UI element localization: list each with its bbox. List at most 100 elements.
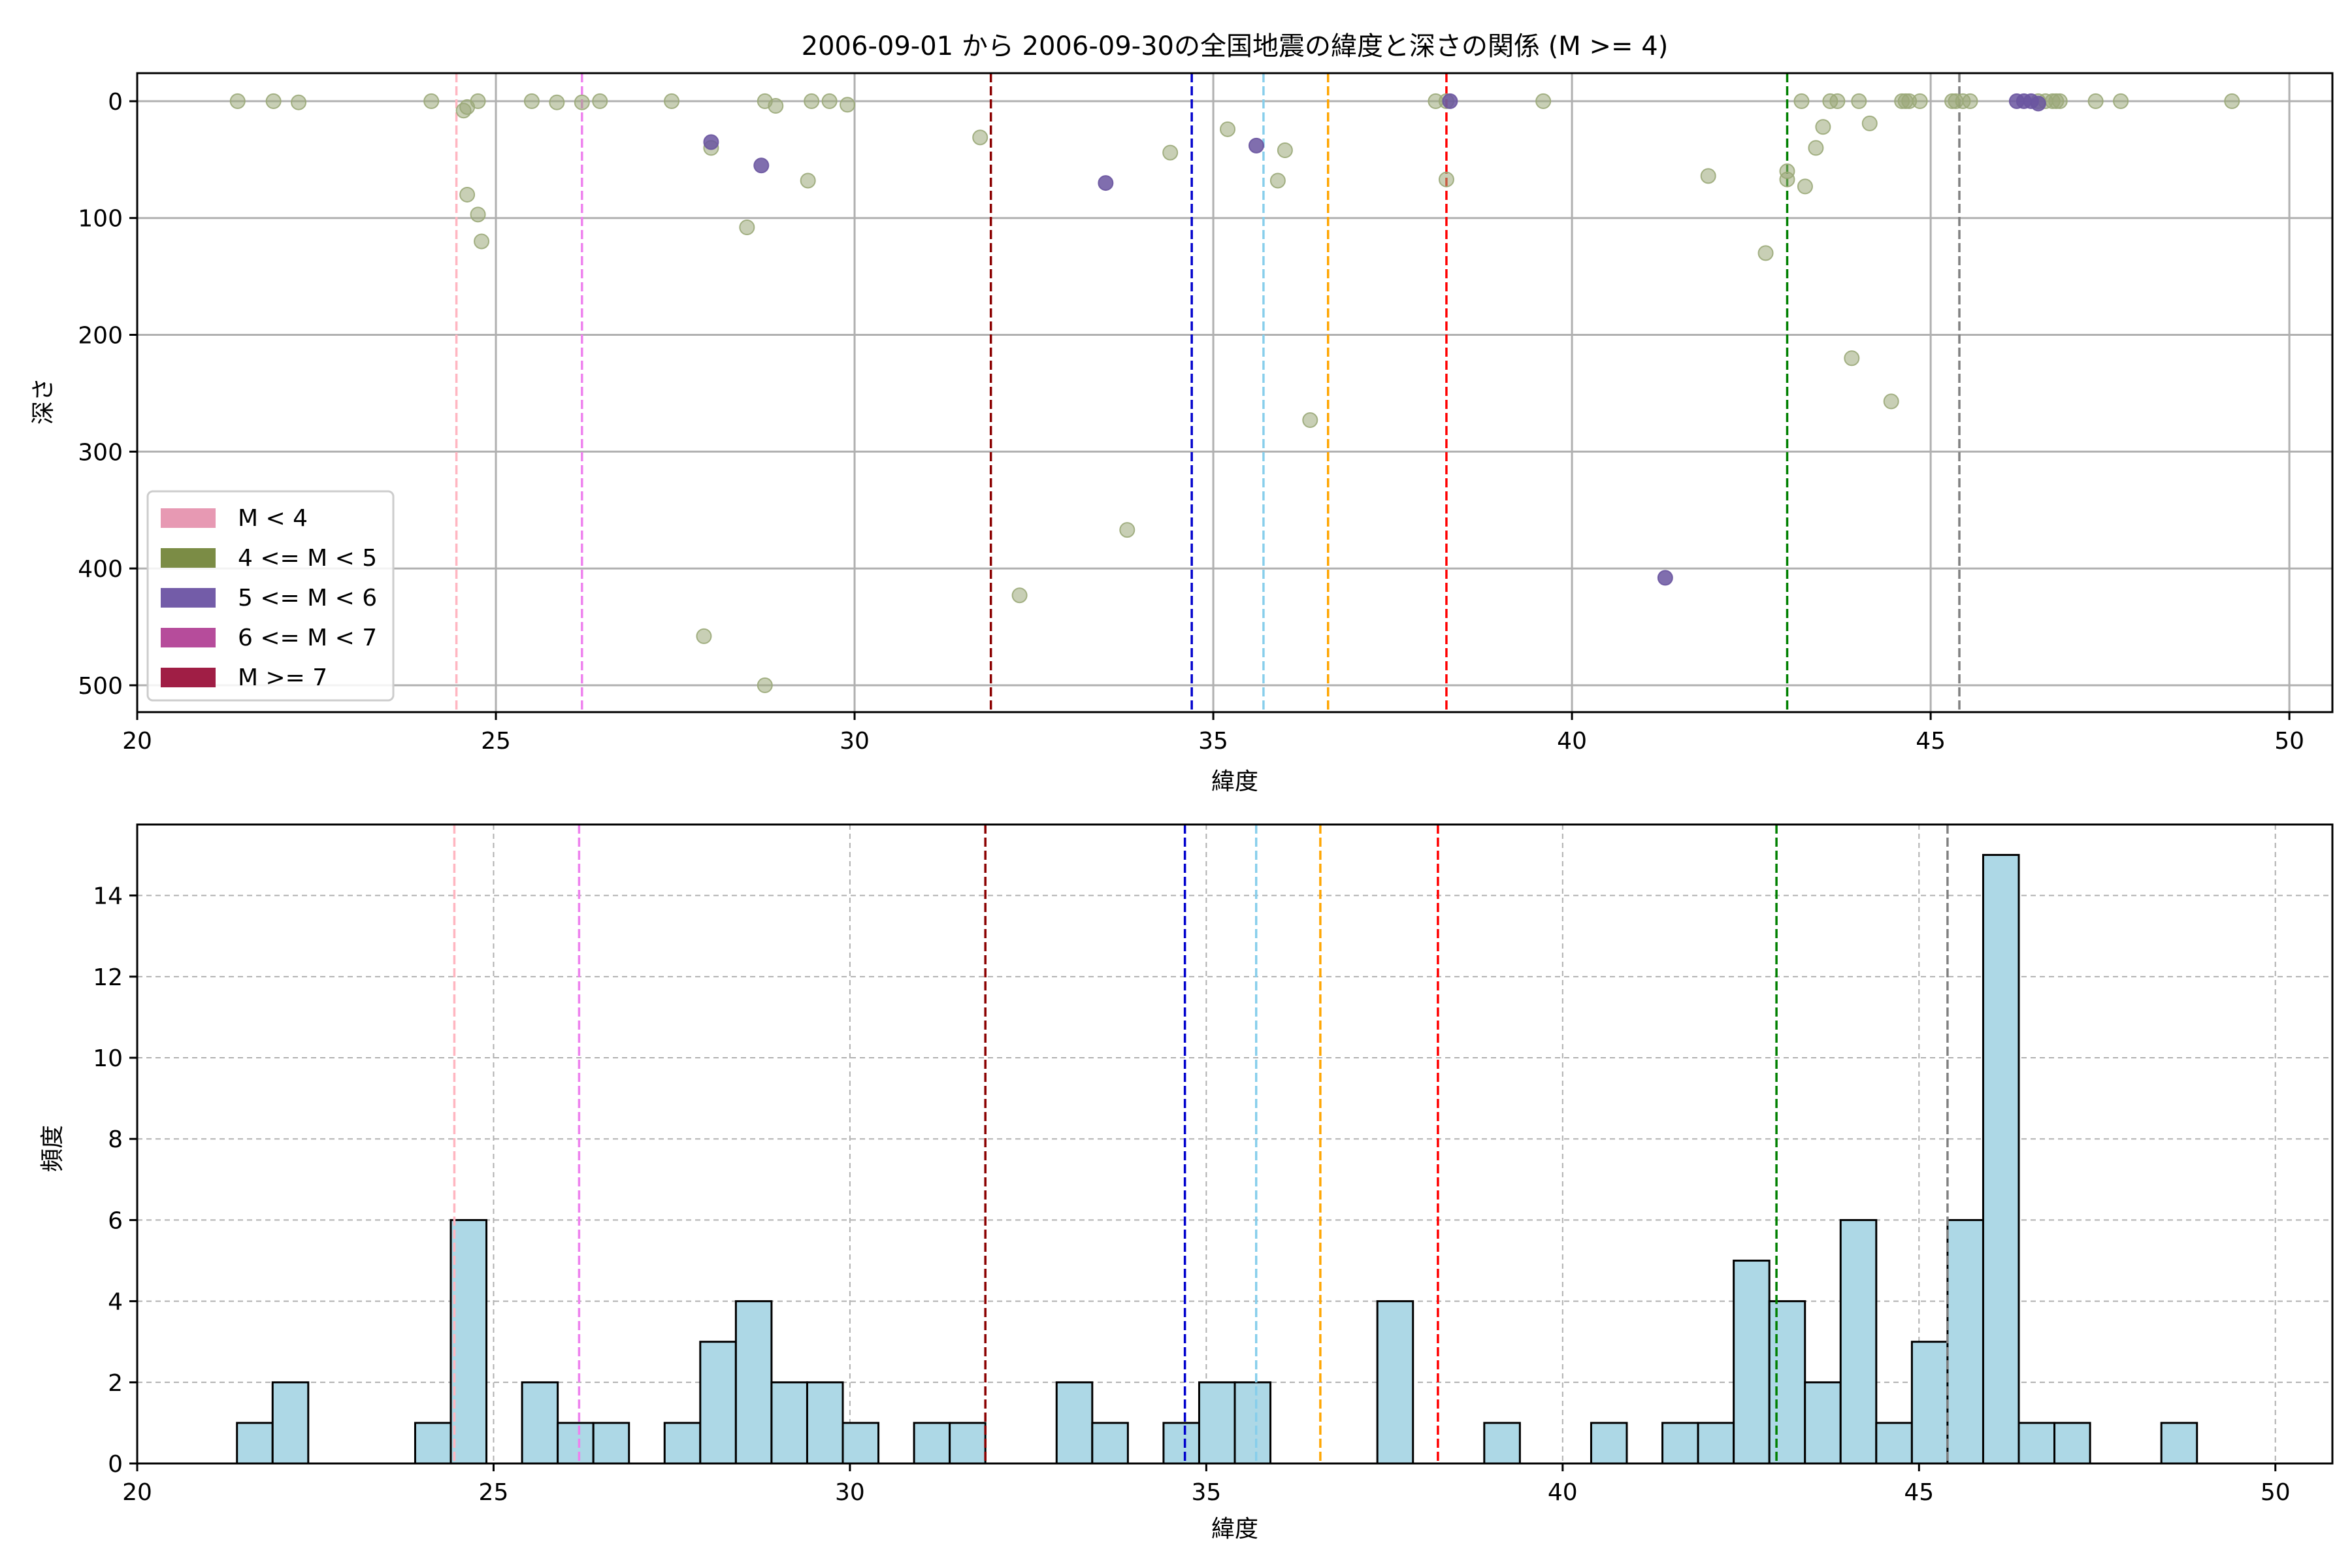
scatter-x-tick-label: 50 — [2274, 728, 2304, 755]
histogram-bar — [2017, 1422, 2056, 1465]
scatter-point — [1535, 93, 1552, 109]
scatter-point — [1808, 140, 1824, 156]
scatter-y-tick-label: 0 — [108, 89, 123, 116]
scatter-point — [664, 93, 680, 109]
scatter-xlabel: 緯度 — [1211, 768, 1258, 795]
legend-label: 4 <= M < 5 — [238, 545, 377, 572]
scatter-x-tick-label: 45 — [1916, 728, 1946, 755]
scatter-point — [1844, 350, 1860, 367]
histogram-bar — [1091, 1422, 1129, 1465]
scatter-x-tick-label: 25 — [481, 728, 511, 755]
legend-swatch — [161, 508, 216, 528]
histogram-bar — [1946, 1218, 1984, 1465]
histogram-bar — [1982, 854, 2020, 1465]
hist-x-tick-label: 25 — [479, 1479, 509, 1506]
hist-x-tick-label: 30 — [835, 1479, 865, 1506]
legend-label: M >= 7 — [238, 664, 327, 691]
scatter-x-tick-label: 40 — [1557, 728, 1587, 755]
histogram-bar — [770, 1381, 808, 1465]
scatter-point — [1757, 245, 1774, 261]
scatter-point — [2113, 93, 2129, 109]
hist-y-tick-label: 6 — [108, 1207, 123, 1234]
scatter-point — [1779, 171, 1795, 188]
scatter-axes-frame — [136, 72, 2334, 713]
hist-axes-frame — [136, 823, 2334, 1465]
scatter-point — [1657, 570, 1673, 586]
histogram-bar — [734, 1300, 773, 1465]
scatter-point — [1861, 115, 1878, 131]
scatter-point — [1098, 175, 1114, 191]
scatter-point — [265, 93, 282, 109]
scatter-x-tick-label: 20 — [122, 728, 152, 755]
histogram-bar — [1733, 1260, 1771, 1465]
histogram-bar — [1768, 1300, 1806, 1465]
legend-box — [146, 490, 395, 702]
scatter-point — [423, 93, 440, 109]
scatter-point — [1269, 172, 1286, 189]
histogram-bar — [1198, 1381, 1236, 1465]
scatter-y-tick-label: 400 — [78, 556, 123, 583]
scatter-point — [2051, 93, 2068, 109]
histogram-bar — [414, 1422, 452, 1465]
scatter-point — [1829, 93, 1846, 109]
histogram-bar — [1910, 1341, 1949, 1465]
scatter-point — [1851, 93, 1867, 109]
scatter-point — [821, 93, 838, 109]
histogram-bar — [806, 1381, 844, 1465]
histogram-bar — [1839, 1218, 1878, 1465]
histogram-bar — [2160, 1422, 2198, 1465]
scatter-point — [2030, 95, 2046, 112]
scatter-point — [1119, 522, 1135, 538]
scatter-point — [474, 233, 490, 250]
hist-y-tick-label: 14 — [93, 883, 123, 910]
scatter-point — [1797, 178, 1813, 195]
scatter-point — [592, 93, 608, 109]
scatter-point — [229, 93, 246, 109]
hist-x-tick-label: 20 — [122, 1479, 152, 1506]
scatter-point — [703, 134, 719, 150]
scatter-point — [2224, 93, 2240, 109]
scatter-point — [1438, 171, 1454, 188]
histogram-bar — [1875, 1422, 1913, 1465]
histogram-bar — [1697, 1422, 1735, 1465]
histogram-bar — [449, 1218, 488, 1465]
scatter-ylabel: 深さ — [30, 378, 57, 425]
hist-y-tick-label: 4 — [108, 1289, 123, 1316]
scatter-point — [1442, 93, 1458, 109]
hist-x-tick-label: 45 — [1904, 1479, 1934, 1506]
histogram-bar — [913, 1422, 951, 1465]
hist-y-tick-label: 10 — [93, 1045, 123, 1072]
histogram-bar — [521, 1381, 559, 1465]
histogram-bar — [1376, 1300, 1414, 1465]
scatter-point — [1302, 412, 1318, 429]
scatter-point — [840, 97, 856, 113]
scatter-point — [972, 129, 988, 146]
scatter-point — [1220, 121, 1236, 137]
histogram-bar — [1483, 1422, 1521, 1465]
scatter-x-tick-label: 35 — [1198, 728, 1228, 755]
scatter-y-tick-label: 100 — [78, 206, 123, 233]
histogram-bar — [592, 1422, 630, 1465]
legend-swatch — [161, 588, 216, 608]
histogram-bar — [949, 1422, 987, 1465]
histogram-bar — [2053, 1422, 2091, 1465]
scatter-point — [1248, 137, 1264, 154]
histogram-bar — [1055, 1381, 1094, 1465]
scatter-point — [470, 206, 486, 223]
hist-y-tick-label: 2 — [108, 1370, 123, 1397]
histogram-bar — [1233, 1381, 1272, 1465]
scatter-point — [1815, 119, 1831, 135]
legend-label: M < 4 — [238, 505, 308, 532]
scatter-point — [768, 98, 784, 114]
hist-x-tick-label: 40 — [1548, 1479, 1578, 1506]
legend-swatch — [161, 668, 216, 687]
scatter-point — [1912, 93, 1928, 109]
scatter-point — [1277, 142, 1293, 159]
legend-swatch — [161, 628, 216, 647]
histogram-bar — [699, 1341, 737, 1465]
histogram-bar — [1661, 1422, 1699, 1465]
scatter-point — [1883, 393, 1899, 410]
scatter-point — [1700, 168, 1716, 184]
